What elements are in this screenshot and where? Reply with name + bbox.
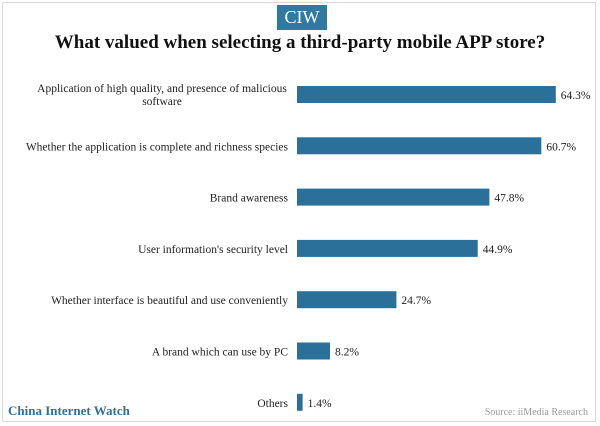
category-label-0-line-1: software [142, 96, 182, 108]
category-label-1: Whether the application is complete and … [26, 141, 289, 153]
category-label-0: Application of high quality, and presenc… [37, 83, 287, 108]
chart-title: What valued when selecting a third-party… [54, 32, 546, 53]
bar-4 [297, 291, 397, 309]
category-label-2: Brand awareness [210, 193, 289, 205]
category-label-0-line-0: Application of high quality, and presenc… [37, 83, 287, 95]
bar-5 [297, 342, 331, 360]
bar-1 [297, 137, 542, 155]
value-label-6: 1.4% [308, 398, 332, 410]
value-label-0: 64.3% [561, 90, 591, 102]
value-label-1: 60.7% [546, 141, 576, 153]
source-footer: Source: iiMedia Research [484, 407, 588, 418]
bar-6 [297, 393, 303, 411]
category-label-4: Whether interface is beautiful and use c… [51, 295, 288, 307]
ciw-logo: CIW [277, 5, 327, 30]
value-label-5: 8.2% [335, 347, 359, 359]
bar-3 [297, 239, 478, 257]
category-label-3: User information's security level [138, 244, 288, 256]
value-label-2: 47.8% [494, 193, 524, 205]
value-label-3: 44.9% [483, 244, 513, 256]
brand-footer: China Internet Watch [8, 403, 130, 418]
category-label-6: Others [257, 398, 288, 410]
value-label-4: 24.7% [401, 295, 431, 307]
bar-0 [297, 86, 556, 103]
chart-frame [2, 2, 596, 422]
bar-2 [297, 188, 490, 206]
category-label-5: A brand which can use by PC [152, 347, 288, 359]
